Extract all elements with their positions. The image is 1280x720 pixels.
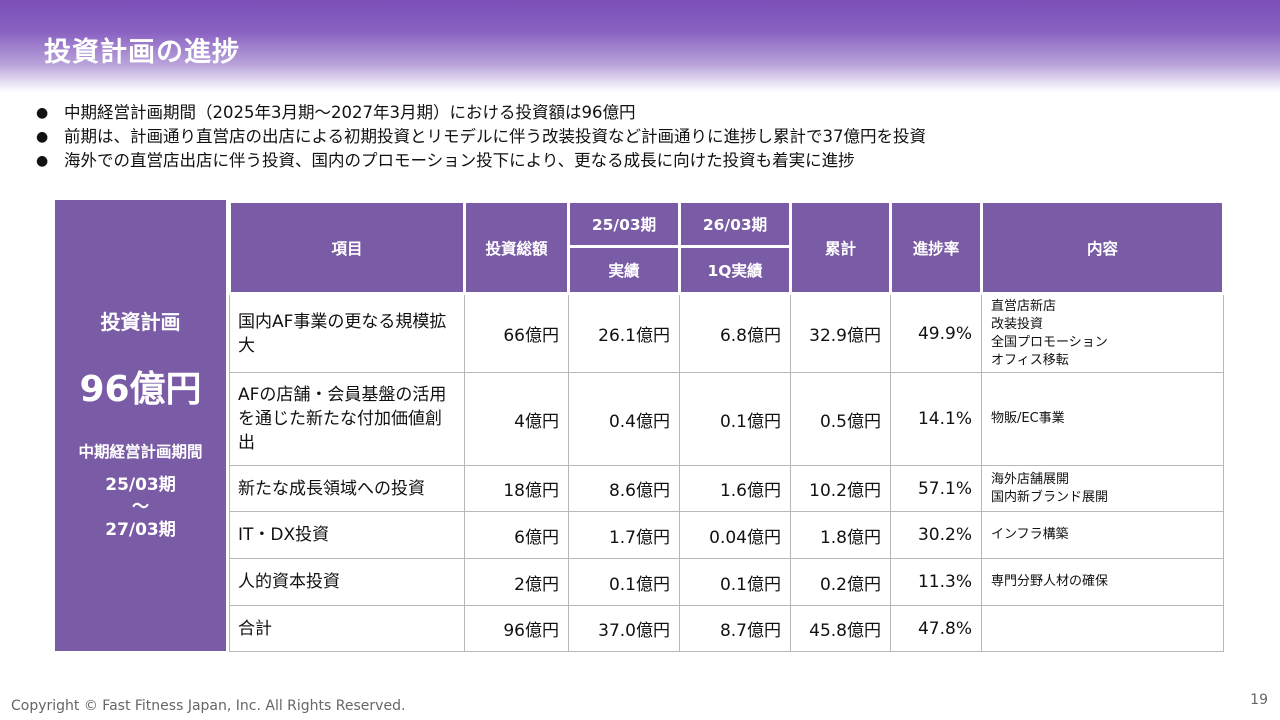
cell-progress: 14.1% [890,372,982,466]
investment-plan-panel: 投資計画 96億円 中期経営計画期間 25/03期 ～ 27/03期 [55,200,226,651]
panel-period-tilde: ～ [132,497,149,517]
content-line: 改装投資 [991,316,1044,332]
cell-fy26-1q: 0.1億円 [679,558,791,606]
header-total-investment: 投資総額 [463,200,570,295]
cell-progress: 30.2% [890,511,982,559]
header-band [0,0,1280,92]
cell-content: 海外店舗展開 国内新ブランド展開 [981,465,1224,512]
cell-fy26-1q: 8.7億円 [679,605,791,652]
cell-item: 合計 [229,605,465,652]
content-line: 専門分野人材の確保 [991,574,1109,589]
cell-content: 直営店新店 改装投資 全国プロモーション オフィス移転 [981,293,1224,373]
bullet-list: ● 中期経営計画期間（2025年3月期～2027年3月期）における投資額は96億… [36,101,1256,173]
cell-total: 96億円 [464,605,569,652]
bullet-item: ● 前期は、計画通り直営店の出店による初期投資とリモデルに伴う改装投資など計画通… [36,125,1256,149]
bullet-item: ● 海外での直営店出店に伴う投資、国内のプロモーション投下により、更なる成長に向… [36,149,1256,173]
page-title: 投資計画の進捗 [44,37,240,68]
cell-total: 6億円 [464,511,569,559]
panel-amount: 96億円 [79,369,202,410]
cell-cumulative: 0.5億円 [790,372,891,466]
panel-period-start: 25/03期 [105,475,176,495]
cell-fy25: 0.4億円 [568,372,680,466]
cell-item: IT・DX投資 [229,511,465,559]
cell-item: 新たな成長領域への投資 [229,465,465,512]
header-cumulative: 累計 [789,200,892,295]
content-line: 全国プロモーション [991,334,1108,350]
cell-item: 国内AF事業の更なる規模拡大 [229,293,465,373]
content-line: 物販/EC事業 [991,411,1065,426]
cell-cumulative: 0.2億円 [790,558,891,606]
cell-progress: 57.1% [890,465,982,512]
table-row: 新たな成長領域への投資 18億円 8.6億円 1.6億円 10.2億円 57.1… [229,465,1224,512]
cell-fy25: 37.0億円 [568,605,680,652]
cell-fy25: 1.7億円 [568,511,680,559]
cell-fy25: 26.1億円 [568,293,680,373]
cell-fy25: 0.1億円 [568,558,680,606]
investment-table-wrapper: 項目 投資総額 25/03期 26/03期 累計 進捗率 内容 実績 1Q実績 … [228,200,1225,652]
bullet-text: 前期は、計画通り直営店の出店による初期投資とリモデルに伴う改装投資など計画通りに… [64,127,927,146]
cell-content: インフラ構築 [981,511,1224,559]
content-line: 海外店舗展開 [991,471,1070,487]
cell-fy25: 8.6億円 [568,465,680,512]
cell-cumulative: 10.2億円 [790,465,891,512]
content-line: 国内新ブランド展開 [991,489,1109,505]
cell-fy26-1q: 0.1億円 [679,372,791,466]
bullet-dot: ● [36,153,49,169]
bullet-dot: ● [36,129,49,145]
cell-total: 66億円 [464,293,569,373]
cell-progress: 49.9% [890,293,982,373]
cell-fy26-1q: 6.8億円 [679,293,791,373]
panel-period-end: 27/03期 [105,520,176,540]
cell-content [981,605,1224,652]
header-progress: 進捗率 [889,200,983,295]
content-line: 直営店新店 [991,298,1057,314]
table-subheader-row: 実績 1Q実績 [230,245,1224,295]
content-line: インフラ構築 [991,527,1069,542]
cell-total: 2億円 [464,558,569,606]
cell-item: AFの店舗・会員基盤の活用を通じた新たな付加価値創出 [229,372,465,466]
header-fy25-actual: 実績 [567,245,681,295]
header-fy25: 25/03期 [567,200,681,248]
cell-item: 人的資本投資 [229,558,465,606]
cell-total: 18億円 [464,465,569,512]
cell-content: 物販/EC事業 [981,372,1224,466]
header-fy26: 26/03期 [678,200,792,248]
content-line: オフィス移転 [991,352,1069,368]
bullet-dot: ● [36,105,49,121]
cell-cumulative: 45.8億円 [790,605,891,652]
page-number: 19 [1250,692,1268,708]
panel-period-label: 中期経営計画期間 [78,443,203,461]
cell-cumulative: 1.8億円 [790,511,891,559]
table-row: 国内AF事業の更なる規模拡大 66億円 26.1億円 6.8億円 32.9億円 … [229,293,1224,373]
cell-fy26-1q: 1.6億円 [679,465,791,512]
copyright: Copyright © Fast Fitness Japan, Inc. All… [11,698,406,714]
cell-content: 専門分野人材の確保 [981,558,1224,606]
bullet-item: ● 中期経営計画期間（2025年3月期～2027年3月期）における投資額は96億… [36,101,1256,125]
bullet-text: 海外での直営店出店に伴う投資、国内のプロモーション投下により、更なる成長に向けた… [64,151,855,170]
investment-table: 項目 投資総額 25/03期 26/03期 累計 進捗率 内容 実績 1Q実績 … [228,200,1225,652]
table-row: AFの店舗・会員基盤の活用を通じた新たな付加価値創出 4億円 0.4億円 0.1… [229,372,1224,466]
header-content: 内容 [980,200,1225,295]
cell-progress: 11.3% [890,558,982,606]
table-row: 人的資本投資 2億円 0.1億円 0.1億円 0.2億円 11.3% 専門分野人… [229,558,1224,606]
header-fy26-1q-actual: 1Q実績 [678,245,792,295]
cell-fy26-1q: 0.04億円 [679,511,791,559]
table-row-total: 合計 96億円 37.0億円 8.7億円 45.8億円 47.8% [229,605,1224,652]
cell-progress: 47.8% [890,605,982,652]
header-item: 項目 [228,200,466,295]
panel-title: 投資計画 [100,310,181,334]
bullet-text: 中期経営計画期間（2025年3月期～2027年3月期）における投資額は96億円 [64,103,636,122]
table-row: IT・DX投資 6億円 1.7億円 0.04億円 1.8億円 30.2% インフ… [229,511,1224,559]
cell-cumulative: 32.9億円 [790,293,891,373]
cell-total: 4億円 [464,372,569,466]
table-header-row: 項目 投資総額 25/03期 26/03期 累計 進捗率 内容 [228,200,1225,295]
